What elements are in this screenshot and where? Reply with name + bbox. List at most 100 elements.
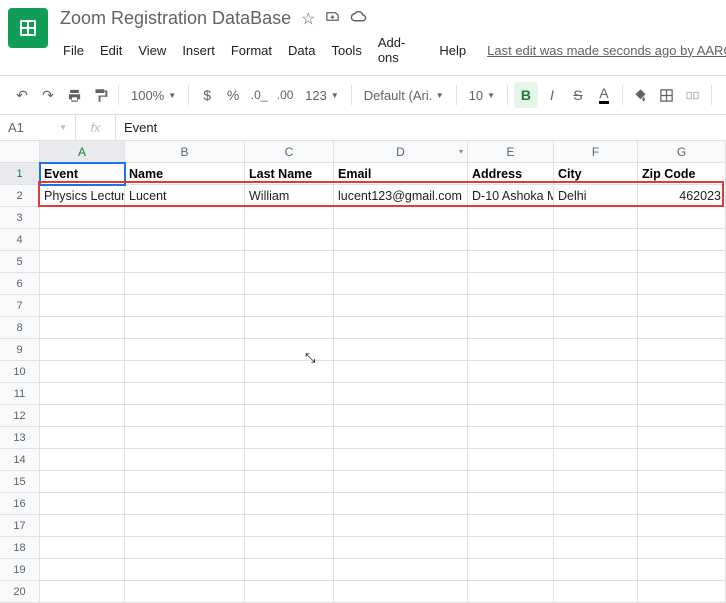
- row-header[interactable]: 14: [0, 449, 40, 471]
- cell-D8[interactable]: [334, 317, 468, 339]
- cell-G8[interactable]: [638, 317, 726, 339]
- cell-G10[interactable]: [638, 361, 726, 383]
- cell-A20[interactable]: [40, 581, 125, 603]
- cell-A14[interactable]: [40, 449, 125, 471]
- cell-A7[interactable]: [40, 295, 125, 317]
- col-header-D[interactable]: D▾: [334, 141, 468, 163]
- cell-G17[interactable]: [638, 515, 726, 537]
- paint-format-icon[interactable]: [88, 82, 112, 108]
- cell-A15[interactable]: [40, 471, 125, 493]
- cell-B4[interactable]: [125, 229, 245, 251]
- menu-edit[interactable]: Edit: [93, 39, 129, 62]
- cell-F11[interactable]: [554, 383, 638, 405]
- undo-icon[interactable]: ↶: [10, 82, 34, 108]
- borders-icon[interactable]: [655, 82, 679, 108]
- cell-E16[interactable]: [468, 493, 554, 515]
- cell-A11[interactable]: [40, 383, 125, 405]
- cell-D20[interactable]: [334, 581, 468, 603]
- row-header[interactable]: 19: [0, 559, 40, 581]
- cell-A16[interactable]: [40, 493, 125, 515]
- cell-E6[interactable]: [468, 273, 554, 295]
- cell-A5[interactable]: [40, 251, 125, 273]
- cell-A12[interactable]: [40, 405, 125, 427]
- cell-E13[interactable]: [468, 427, 554, 449]
- menu-addons[interactable]: Add-ons: [371, 31, 431, 69]
- cell-B19[interactable]: [125, 559, 245, 581]
- cell-B11[interactable]: [125, 383, 245, 405]
- cell-F12[interactable]: [554, 405, 638, 427]
- row-header[interactable]: 2: [0, 185, 40, 207]
- col-header-G[interactable]: G: [638, 141, 726, 163]
- cell-G6[interactable]: [638, 273, 726, 295]
- cell-D5[interactable]: [334, 251, 468, 273]
- dec-decrease-icon[interactable]: .0_: [247, 82, 271, 108]
- cell-E19[interactable]: [468, 559, 554, 581]
- cell-G11[interactable]: [638, 383, 726, 405]
- cell-E18[interactable]: [468, 537, 554, 559]
- cell-C14[interactable]: [245, 449, 334, 471]
- cell-B15[interactable]: [125, 471, 245, 493]
- cell-A3[interactable]: [40, 207, 125, 229]
- cell-F16[interactable]: [554, 493, 638, 515]
- cell-D12[interactable]: [334, 405, 468, 427]
- cell-F20[interactable]: [554, 581, 638, 603]
- cell-A4[interactable]: [40, 229, 125, 251]
- cell-E11[interactable]: [468, 383, 554, 405]
- zoom-dropdown[interactable]: 100%▼: [125, 82, 182, 108]
- cell-A2[interactable]: Physics Lecture: [40, 185, 125, 207]
- cell-F10[interactable]: [554, 361, 638, 383]
- cell-C12[interactable]: [245, 405, 334, 427]
- cell-B1[interactable]: Name: [125, 163, 245, 185]
- row-header[interactable]: 13: [0, 427, 40, 449]
- cell-E7[interactable]: [468, 295, 554, 317]
- cell-D3[interactable]: [334, 207, 468, 229]
- row-header[interactable]: 16: [0, 493, 40, 515]
- spreadsheet-grid[interactable]: ABCD▾EFG1EventNameLast NameEmailAddressC…: [0, 141, 726, 603]
- print-icon[interactable]: [62, 82, 86, 108]
- cell-F19[interactable]: [554, 559, 638, 581]
- col-header-F[interactable]: F: [554, 141, 638, 163]
- row-header[interactable]: 18: [0, 537, 40, 559]
- cell-A1[interactable]: Event: [40, 163, 125, 185]
- row-header[interactable]: 10: [0, 361, 40, 383]
- cell-F18[interactable]: [554, 537, 638, 559]
- filter-icon[interactable]: ▾: [459, 147, 463, 156]
- cell-E14[interactable]: [468, 449, 554, 471]
- cell-C18[interactable]: [245, 537, 334, 559]
- cell-E3[interactable]: [468, 207, 554, 229]
- cell-F5[interactable]: [554, 251, 638, 273]
- cell-B3[interactable]: [125, 207, 245, 229]
- menu-view[interactable]: View: [131, 39, 173, 62]
- cell-F7[interactable]: [554, 295, 638, 317]
- cell-E9[interactable]: [468, 339, 554, 361]
- cell-A10[interactable]: [40, 361, 125, 383]
- row-header[interactable]: 15: [0, 471, 40, 493]
- cell-A17[interactable]: [40, 515, 125, 537]
- cell-F9[interactable]: [554, 339, 638, 361]
- cell-C13[interactable]: [245, 427, 334, 449]
- cell-G15[interactable]: [638, 471, 726, 493]
- corner-cell[interactable]: [0, 141, 40, 163]
- cell-G12[interactable]: [638, 405, 726, 427]
- cell-B2[interactable]: Lucent: [125, 185, 245, 207]
- cell-D10[interactable]: [334, 361, 468, 383]
- cell-F13[interactable]: [554, 427, 638, 449]
- cell-B5[interactable]: [125, 251, 245, 273]
- cell-G19[interactable]: [638, 559, 726, 581]
- cell-E10[interactable]: [468, 361, 554, 383]
- cell-G2[interactable]: 462023: [638, 185, 726, 207]
- cell-C15[interactable]: [245, 471, 334, 493]
- strike-icon[interactable]: S: [566, 82, 590, 108]
- cell-G14[interactable]: [638, 449, 726, 471]
- row-header[interactable]: 5: [0, 251, 40, 273]
- cell-A8[interactable]: [40, 317, 125, 339]
- merge-icon[interactable]: [681, 82, 705, 108]
- menu-insert[interactable]: Insert: [175, 39, 222, 62]
- percent-icon[interactable]: %: [221, 82, 245, 108]
- cell-F4[interactable]: [554, 229, 638, 251]
- cell-D6[interactable]: [334, 273, 468, 295]
- sheets-logo[interactable]: [8, 8, 48, 48]
- cell-F14[interactable]: [554, 449, 638, 471]
- name-box[interactable]: A1▼: [0, 115, 76, 140]
- cell-G1[interactable]: Zip Code: [638, 163, 726, 185]
